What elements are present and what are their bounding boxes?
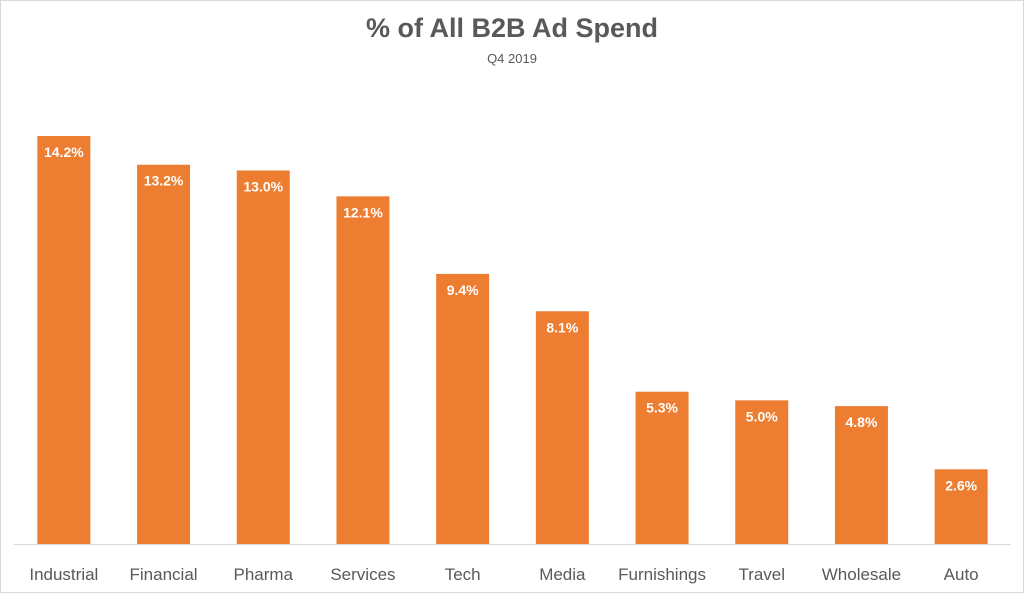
x-tick-label: Pharma	[233, 565, 293, 584]
data-label: 5.0%	[746, 408, 778, 424]
x-tick-label: Tech	[445, 565, 481, 584]
data-label: 9.4%	[447, 282, 479, 298]
x-tick-label: Auto	[944, 565, 979, 584]
bar-tech	[436, 273, 490, 544]
bar-media	[535, 311, 589, 544]
bar-furnishings	[635, 391, 689, 544]
x-tick-label: Services	[330, 565, 395, 584]
x-tick-label: Furnishings	[618, 565, 706, 584]
data-label: 13.0%	[243, 178, 283, 194]
x-tick-label: Travel	[738, 565, 785, 584]
data-label: 13.2%	[144, 173, 184, 189]
bar-industrial	[37, 136, 91, 544]
data-label: 12.1%	[343, 204, 383, 220]
data-label: 14.2%	[44, 144, 84, 160]
bar-pharma	[236, 170, 290, 544]
bar-wholesale	[834, 406, 888, 544]
data-label: 4.8%	[845, 414, 877, 430]
bar-auto	[934, 469, 988, 544]
x-tick-label: Financial	[130, 565, 198, 584]
data-label: 2.6%	[945, 477, 977, 493]
chart-subtitle: Q4 2019	[487, 51, 537, 66]
x-tick-label: Media	[539, 565, 586, 584]
x-tick-label: Industrial	[29, 565, 98, 584]
bar-travel	[735, 400, 789, 544]
bar-services	[336, 196, 390, 545]
data-label: 8.1%	[546, 319, 578, 335]
data-label: 5.3%	[646, 400, 678, 416]
x-tick-label: Wholesale	[822, 565, 901, 584]
chart-title: % of All B2B Ad Spend	[365, 13, 658, 43]
bar-financial	[137, 164, 191, 544]
